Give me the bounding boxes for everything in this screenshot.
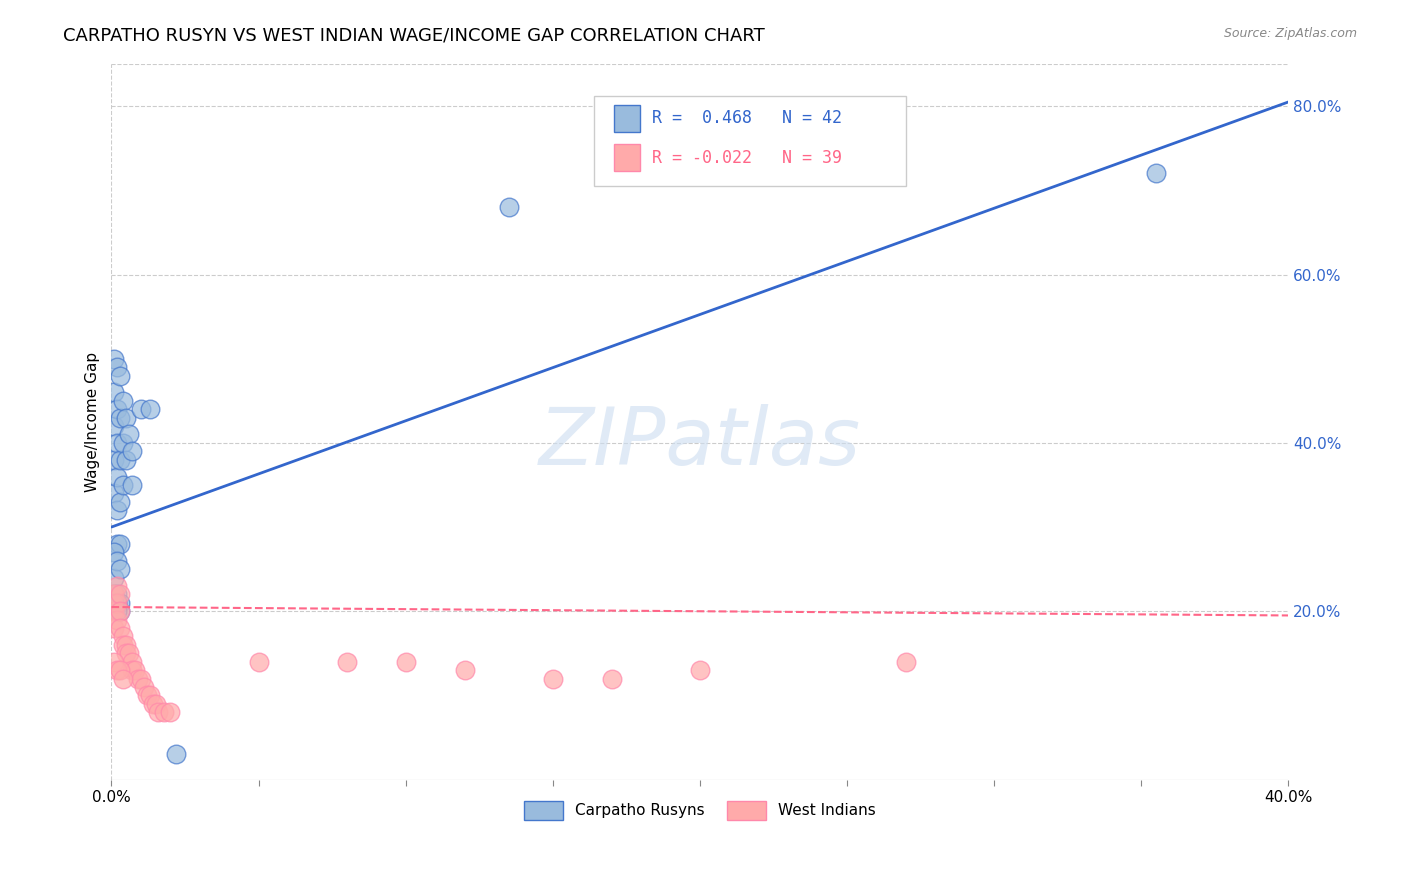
- Point: [105, 596, 128, 610]
- Point: [124, 663, 146, 677]
- Point: [894, 655, 917, 669]
- Point: [115, 638, 138, 652]
- Point: [135, 689, 157, 703]
- Point: [110, 562, 132, 576]
- Point: [103, 655, 125, 669]
- Point: [110, 452, 132, 467]
- Point: [103, 621, 125, 635]
- Point: [121, 478, 143, 492]
- Text: Source: ZipAtlas.com: Source: ZipAtlas.com: [1223, 27, 1357, 40]
- Point: [112, 672, 135, 686]
- Text: R =  0.468   N = 42: R = 0.468 N = 42: [651, 110, 842, 128]
- Point: [453, 663, 475, 677]
- Point: [103, 570, 125, 584]
- Point: [138, 402, 160, 417]
- Point: [105, 613, 128, 627]
- Point: [112, 393, 135, 408]
- Point: [121, 655, 143, 669]
- Text: R = -0.022   N = 39: R = -0.022 N = 39: [651, 149, 842, 167]
- Point: [105, 537, 128, 551]
- Point: [112, 478, 135, 492]
- Point: [105, 587, 128, 601]
- Point: [541, 672, 564, 686]
- Point: [121, 663, 143, 677]
- Point: [689, 663, 711, 677]
- Point: [103, 587, 125, 601]
- Point: [247, 655, 270, 669]
- Point: [112, 436, 135, 450]
- Point: [105, 579, 128, 593]
- Point: [145, 697, 167, 711]
- Legend: Carpatho Rusyns, West Indians: Carpatho Rusyns, West Indians: [519, 795, 882, 826]
- Point: [112, 638, 135, 652]
- Point: [105, 596, 128, 610]
- Point: [395, 655, 418, 669]
- Point: [105, 503, 128, 517]
- Point: [110, 537, 132, 551]
- Point: [105, 360, 128, 375]
- Point: [118, 646, 141, 660]
- Point: [103, 587, 125, 601]
- Point: [112, 630, 135, 644]
- Point: [110, 596, 132, 610]
- Point: [110, 604, 132, 618]
- Point: [105, 554, 128, 568]
- Point: [1144, 167, 1167, 181]
- Point: [110, 663, 132, 677]
- Point: [132, 680, 155, 694]
- Point: [121, 444, 143, 458]
- Point: [103, 545, 125, 559]
- Y-axis label: Wage/Income Gap: Wage/Income Gap: [86, 351, 100, 491]
- Point: [159, 705, 181, 719]
- Point: [105, 663, 128, 677]
- Point: [103, 596, 125, 610]
- Point: [148, 705, 170, 719]
- Point: [129, 402, 152, 417]
- Point: [498, 200, 520, 214]
- FancyBboxPatch shape: [593, 96, 905, 186]
- Point: [153, 705, 176, 719]
- Point: [118, 427, 141, 442]
- Point: [110, 587, 132, 601]
- FancyBboxPatch shape: [614, 105, 640, 132]
- Point: [110, 604, 132, 618]
- Text: CARPATHO RUSYN VS WEST INDIAN WAGE/INCOME GAP CORRELATION CHART: CARPATHO RUSYN VS WEST INDIAN WAGE/INCOM…: [63, 27, 765, 45]
- Point: [103, 604, 125, 618]
- Point: [600, 672, 623, 686]
- Point: [110, 410, 132, 425]
- Point: [105, 402, 128, 417]
- Point: [115, 646, 138, 660]
- Point: [129, 672, 152, 686]
- Point: [105, 436, 128, 450]
- Point: [110, 368, 132, 383]
- Point: [103, 385, 125, 400]
- Point: [105, 596, 128, 610]
- FancyBboxPatch shape: [614, 145, 640, 171]
- Point: [110, 495, 132, 509]
- Point: [105, 469, 128, 483]
- Point: [138, 689, 160, 703]
- Point: [103, 351, 125, 366]
- Point: [127, 672, 149, 686]
- Text: ZIPatlas: ZIPatlas: [538, 404, 860, 483]
- Point: [110, 621, 132, 635]
- Point: [103, 452, 125, 467]
- Point: [115, 410, 138, 425]
- Point: [103, 419, 125, 434]
- Point: [336, 655, 359, 669]
- Point: [103, 486, 125, 500]
- Point: [142, 697, 165, 711]
- Point: [115, 452, 138, 467]
- Point: [105, 604, 128, 618]
- Point: [165, 747, 187, 762]
